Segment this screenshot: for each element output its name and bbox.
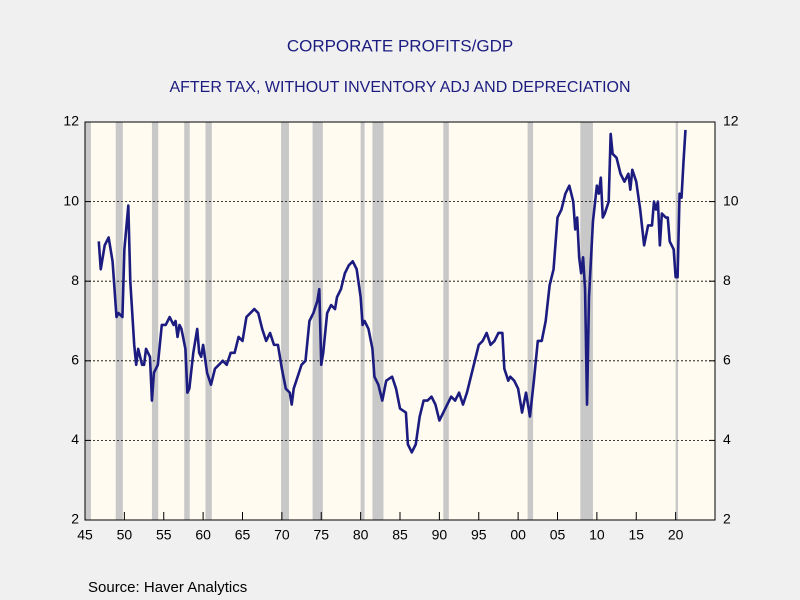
x-tick-label: 75 [313,527,329,543]
y-tick-label: 10 [63,192,79,208]
recession-band [312,122,323,520]
y-tick-label: 8 [71,272,79,288]
y-tick-label: 12 [63,113,79,129]
x-tick-label: 60 [195,527,211,543]
recession-band [151,122,159,520]
x-tick-label: 20 [668,527,684,543]
x-tick-label: 90 [432,527,448,543]
chart-subtitle: AFTER TAX, WITHOUT INVENTORY ADJ AND DEP… [169,79,630,96]
plot-area [85,122,715,520]
chart-title: CORPORATE PROFITS/GDP [287,36,513,55]
y2-tick-label: 10 [723,192,739,208]
y-tick-label: 2 [71,511,79,527]
x-tick-label: 50 [117,527,133,543]
source-note: Source: Haver Analytics [88,579,247,596]
x-tick-label: 45 [77,527,93,543]
recession-band [115,122,123,520]
recession-band [205,122,212,520]
y-tick-label: 4 [71,431,79,447]
y2-tick-label: 2 [723,511,731,527]
x-tick-label: 15 [628,527,644,543]
x-tick-label: 10 [589,527,605,543]
x-tick-label: 65 [235,527,251,543]
x-tick-label: 00 [510,527,526,543]
y2-tick-label: 6 [723,352,731,368]
recession-band [443,122,449,520]
x-tick-label: 05 [550,527,566,543]
y2-tick-label: 12 [723,113,739,129]
data-line [97,129,687,454]
x-tick-label: 85 [392,527,408,543]
plot-frame [84,121,716,521]
y-tick-label: 6 [71,352,79,368]
recession-band [372,122,384,520]
recession-band [281,122,289,520]
y2-tick-label: 4 [723,431,731,447]
x-tick-label: 70 [274,527,290,543]
recession-band [675,122,678,520]
recession-band [527,122,534,520]
y2-tick-label: 8 [723,272,731,288]
x-tick-label: 95 [471,527,487,543]
x-tick-label: 80 [353,527,369,543]
recession-band [184,122,190,520]
recession-band [85,122,91,520]
x-tick-label: 55 [156,527,172,543]
